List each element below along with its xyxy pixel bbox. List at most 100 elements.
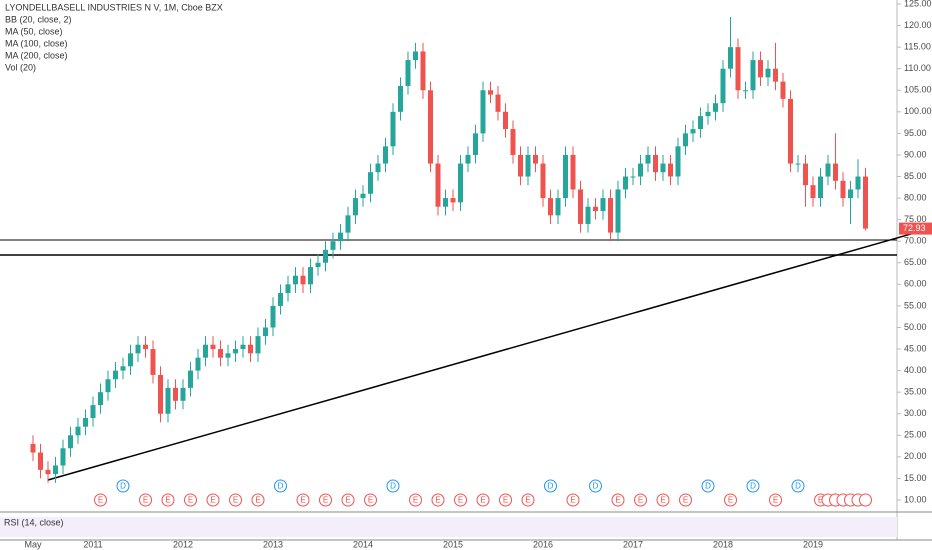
- candle-body: [668, 163, 673, 177]
- y-tick-label: 20.00: [904, 451, 927, 461]
- event-label: E: [435, 496, 440, 505]
- event-marker: [656, 493, 670, 507]
- candle-body: [135, 344, 141, 354]
- y-tick-label: 10.00: [904, 494, 927, 504]
- y-tick-label: 65.00: [904, 257, 927, 267]
- rsi-label: RSI (14, close): [4, 517, 64, 527]
- event-marker: [454, 493, 467, 507]
- event-label: D: [120, 482, 126, 491]
- indicator-label: MA (200, close): [5, 50, 68, 60]
- candle-body: [83, 418, 88, 427]
- event-label: D: [593, 482, 599, 491]
- candle-body: [173, 387, 178, 401]
- candle-body: [465, 154, 471, 164]
- candle-body: [645, 154, 651, 164]
- y-tick-label: 45.00: [904, 343, 927, 353]
- candle-body: [285, 284, 291, 293]
- candle-body: [855, 176, 861, 190]
- candle-body: [38, 452, 43, 470]
- event-marker: [611, 493, 625, 507]
- event-label: E: [165, 496, 170, 505]
- x-tick-label: May: [24, 539, 42, 549]
- event-label: E: [233, 496, 238, 505]
- indicator-label: BB (20, close, 2): [5, 14, 72, 24]
- event-label: D: [795, 482, 801, 491]
- candle-body: [300, 275, 306, 285]
- y-tick-label: 85.00: [904, 171, 927, 181]
- event-label: E: [660, 496, 665, 505]
- y-tick-label: 35.00: [904, 387, 927, 397]
- event-marker: [364, 493, 377, 507]
- event-label: D: [705, 482, 711, 491]
- y-tick-label: 25.00: [904, 430, 927, 440]
- candle-body: [308, 267, 313, 285]
- event-label: E: [368, 496, 373, 505]
- event-label: E: [458, 496, 463, 505]
- candle-body: [323, 249, 328, 263]
- y-tick-label: 110.00: [904, 63, 931, 73]
- candle-body: [533, 154, 538, 164]
- candle-body: [683, 133, 688, 147]
- candle-body: [263, 327, 268, 337]
- event-marker: [679, 493, 692, 507]
- event-label: E: [188, 496, 193, 505]
- candle-body: [743, 90, 748, 92]
- event-marker: [431, 493, 445, 507]
- candle-body: [848, 189, 853, 199]
- event-label: D: [278, 482, 284, 491]
- y-tick-label: 40.00: [904, 365, 927, 375]
- event-label: E: [525, 496, 530, 505]
- trend-line: [47, 227, 932, 481]
- candle-body: [53, 465, 58, 475]
- y-tick-label: 90.00: [904, 149, 927, 159]
- event-label: E: [480, 496, 485, 505]
- candle-body: [563, 154, 568, 199]
- candle-body: [158, 374, 163, 414]
- candle-body: [803, 163, 808, 186]
- candle-body: [540, 163, 546, 199]
- last-price-box: [899, 222, 932, 235]
- candle-body: [278, 292, 283, 306]
- candle-body: [315, 262, 321, 268]
- candle-body: [630, 176, 636, 178]
- candle-body: [233, 349, 238, 354]
- candle-body: [90, 405, 96, 419]
- candle-body: [225, 353, 231, 358]
- event-marker: [251, 493, 265, 507]
- candle-body: [345, 215, 351, 233]
- candle-body: [480, 90, 486, 134]
- candle-body: [488, 90, 493, 95]
- candle-body: [210, 344, 216, 350]
- event-marker: [724, 493, 737, 507]
- candle-body: [195, 357, 201, 371]
- x-tick-label: 2018: [713, 539, 733, 549]
- candle-body: [353, 198, 358, 216]
- candle-body: [428, 90, 433, 164]
- candle-body: [840, 180, 846, 199]
- candle-body: [330, 241, 336, 250]
- candle-body: [780, 81, 786, 99]
- candle-body: [165, 387, 171, 414]
- candle-body: [698, 116, 703, 130]
- event-marker: [184, 493, 197, 507]
- event-marker: [296, 493, 310, 507]
- event-marker: [791, 479, 805, 493]
- candle-body: [638, 163, 643, 177]
- event-marker: [341, 493, 355, 507]
- candle-body: [705, 111, 711, 117]
- event-label: E: [323, 496, 328, 505]
- event-marker: [521, 493, 535, 507]
- event-label: E: [638, 496, 643, 505]
- event-marker: [566, 493, 580, 507]
- candle-body: [383, 146, 388, 164]
- y-tick-label: 105.00: [904, 85, 932, 95]
- candle-body: [818, 176, 823, 199]
- x-tick-label: 2012: [173, 539, 193, 549]
- event-marker: [544, 479, 557, 493]
- last-price-label: 72.93: [903, 223, 926, 233]
- candle-body: [128, 353, 133, 367]
- event-marker: [589, 479, 602, 493]
- candle-body: [188, 370, 193, 388]
